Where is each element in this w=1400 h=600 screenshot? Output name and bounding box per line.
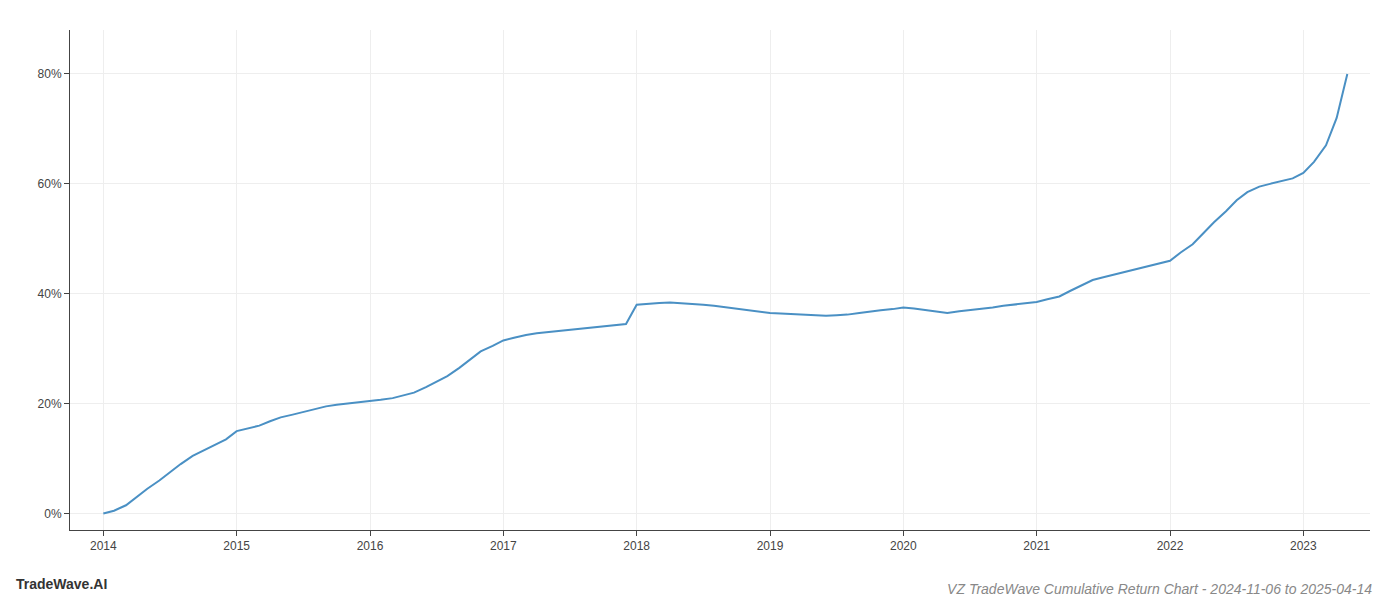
svg-text:2019: 2019 <box>757 539 784 553</box>
svg-text:2016: 2016 <box>357 539 384 553</box>
svg-text:80%: 80% <box>38 67 62 81</box>
svg-text:2018: 2018 <box>623 539 650 553</box>
svg-text:2014: 2014 <box>90 539 117 553</box>
svg-text:TradeWave.AI: TradeWave.AI <box>16 576 107 592</box>
svg-text:2021: 2021 <box>1023 539 1050 553</box>
svg-text:20%: 20% <box>38 397 62 411</box>
svg-text:40%: 40% <box>38 287 62 301</box>
svg-text:VZ TradeWave Cumulative Return: VZ TradeWave Cumulative Return Chart - 2… <box>947 581 1372 597</box>
svg-text:2020: 2020 <box>890 539 917 553</box>
svg-text:0%: 0% <box>44 507 62 521</box>
svg-text:60%: 60% <box>38 177 62 191</box>
svg-text:2023: 2023 <box>1290 539 1317 553</box>
svg-text:2022: 2022 <box>1157 539 1184 553</box>
svg-text:2017: 2017 <box>490 539 517 553</box>
svg-text:2015: 2015 <box>223 539 250 553</box>
